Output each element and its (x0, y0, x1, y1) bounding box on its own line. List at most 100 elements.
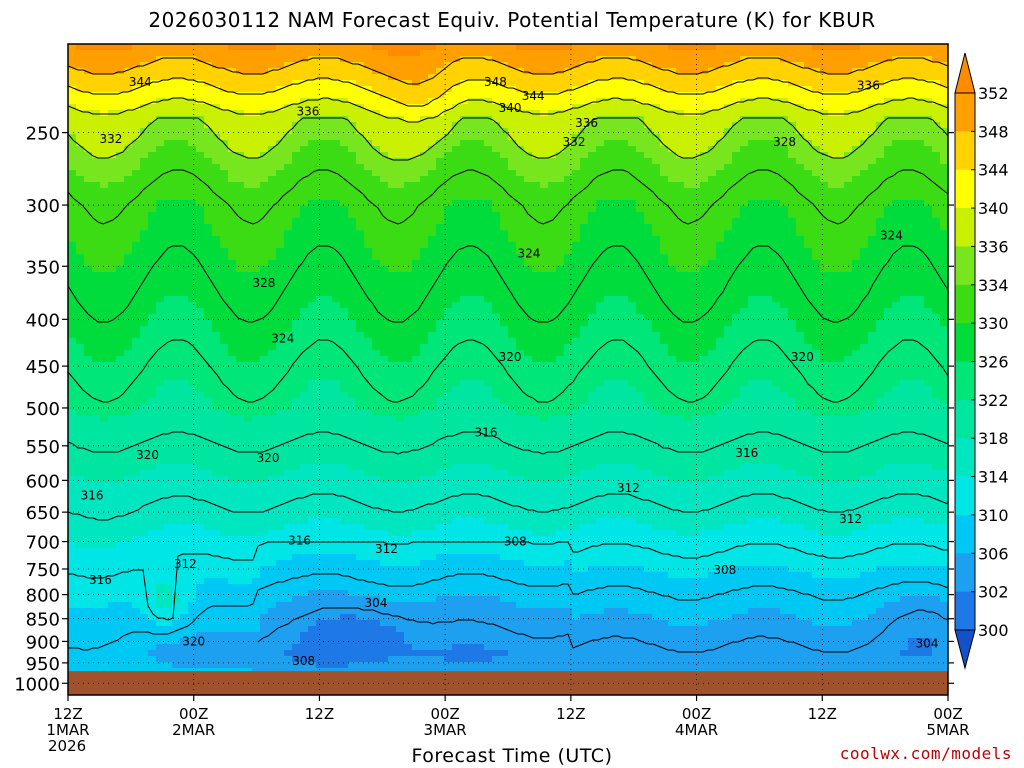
field-cell (220, 50, 229, 57)
field-cell (116, 188, 125, 195)
field-cell (412, 50, 421, 57)
field-cell (532, 104, 541, 111)
field-cell (260, 164, 269, 171)
field-cell (916, 188, 925, 195)
field-cell (612, 218, 621, 225)
field-cell (460, 80, 469, 87)
field-cell (324, 260, 333, 267)
field-cell (388, 254, 397, 261)
field-cell (460, 308, 469, 315)
field-cell (764, 296, 773, 303)
field-cell (740, 302, 749, 309)
field-cell (188, 200, 197, 207)
field-cell (508, 176, 517, 183)
field-cell (396, 314, 405, 321)
field-cell (292, 140, 301, 147)
field-cell (940, 152, 948, 159)
field-cell (324, 104, 333, 111)
field-cell (868, 230, 877, 237)
field-cell (236, 134, 245, 141)
field-cell (260, 92, 269, 99)
field-cell (524, 302, 533, 309)
field-cell (852, 140, 861, 147)
field-cell (108, 62, 117, 69)
field-cell (220, 200, 229, 207)
field-cell (476, 50, 485, 57)
field-cell (236, 128, 245, 135)
field-cell (180, 134, 189, 141)
field-cell (364, 152, 373, 159)
field-cell (332, 146, 341, 153)
field-cell (868, 50, 877, 57)
field-cell (676, 182, 685, 189)
field-cell (524, 158, 533, 165)
field-cell (412, 272, 421, 279)
field-cell (484, 218, 493, 225)
field-cell (716, 62, 725, 69)
field-cell (396, 182, 405, 189)
field-cell (620, 194, 629, 201)
field-cell (220, 56, 229, 63)
field-cell (420, 164, 429, 171)
field-cell (188, 182, 197, 189)
field-cell (612, 254, 621, 261)
field-cell (684, 134, 693, 141)
field-cell (932, 86, 941, 93)
field-cell (508, 110, 517, 117)
field-cell (660, 92, 669, 99)
field-cell (788, 146, 797, 153)
field-cell (420, 200, 429, 207)
field-cell (68, 254, 77, 261)
field-cell (844, 206, 853, 213)
field-cell (324, 296, 333, 303)
field-cell (324, 230, 333, 237)
field-cell (828, 98, 837, 105)
field-cell (876, 110, 885, 117)
field-cell (820, 122, 829, 129)
field-cell (76, 80, 85, 87)
field-cell (412, 128, 421, 135)
field-cell (132, 44, 141, 51)
field-cell (300, 68, 309, 75)
field-cell (940, 302, 948, 309)
field-cell (564, 122, 573, 129)
field-cell (732, 176, 741, 183)
field-cell (604, 260, 613, 267)
field-cell (628, 116, 637, 123)
field-cell (924, 254, 933, 261)
field-cell (156, 86, 165, 93)
field-cell (724, 236, 733, 243)
field-cell (188, 140, 197, 147)
field-cell (484, 182, 493, 189)
field-cell (476, 74, 485, 81)
field-cell (556, 188, 565, 195)
field-cell (908, 152, 917, 159)
field-cell (620, 176, 629, 183)
field-cell (756, 146, 765, 153)
field-cell (228, 290, 237, 297)
field-cell (740, 200, 749, 207)
field-cell (668, 302, 677, 309)
field-cell (668, 134, 677, 141)
field-cell (340, 80, 349, 87)
field-cell (132, 62, 141, 69)
field-cell (564, 170, 573, 177)
field-cell (412, 188, 421, 195)
field-cell (684, 206, 693, 213)
field-cell (860, 200, 869, 207)
field-cell (940, 110, 948, 117)
field-cell (124, 68, 133, 75)
field-cell (156, 284, 165, 291)
field-cell (668, 200, 677, 207)
field-cell (156, 236, 165, 243)
field-cell (900, 224, 909, 231)
field-cell (148, 122, 157, 129)
field-cell (228, 44, 237, 51)
field-cell (276, 278, 285, 285)
field-cell (676, 296, 685, 303)
field-cell (804, 110, 813, 117)
field-cell (852, 206, 861, 213)
field-cell (876, 56, 885, 63)
field-cell (204, 44, 213, 51)
field-cell (452, 212, 461, 219)
